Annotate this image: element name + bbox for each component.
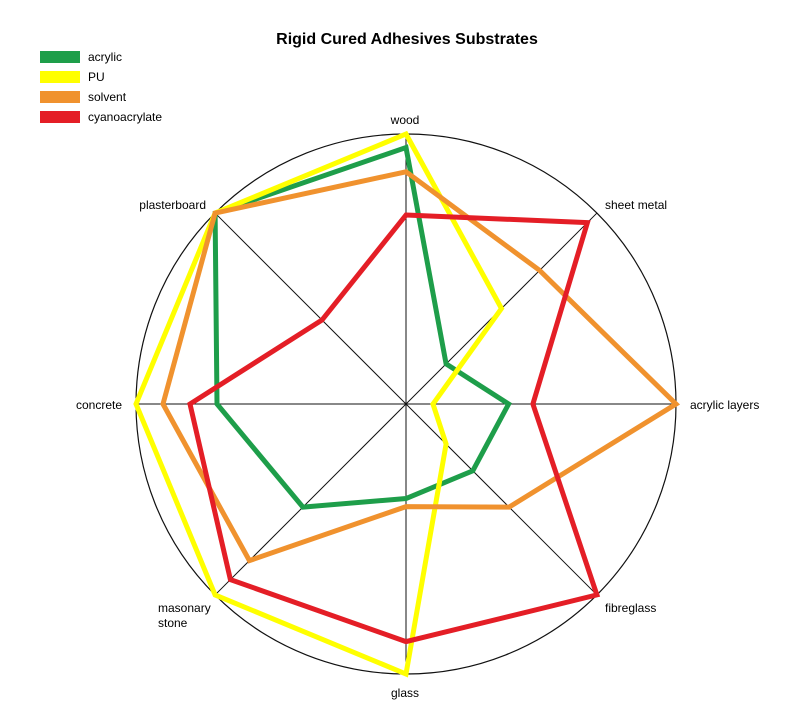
axis-label-wood: wood [390,113,420,127]
legend-swatch-cyanoacrylate [40,111,80,123]
spoke-masonary-stone [214,403,407,596]
legend-label-cyanoacrylate: cyanoacrylate [88,110,162,124]
series-layer [133,130,681,678]
axis-label-masonary-stone: masonary stone [158,601,211,630]
legend-label-acrylic: acrylic [88,50,122,64]
axis-label-fibreglass: fibreglass [605,601,656,615]
axis-label-glass: glass [391,686,419,700]
legend-label-solvent: solvent [88,90,127,104]
spoke-plasterboard [214,212,407,405]
legend-swatch-pu [40,71,80,83]
axis-label-acrylic-layers: acrylic layers [690,398,759,412]
axis-labels: wood sheet metal acrylic layers fibreglass g… [76,113,759,700]
legend-swatch-acrylic [40,51,80,63]
series-acrylic [212,144,512,510]
axis-label-sheet-metal: sheet metal [605,198,667,212]
legend-label-pu: PU [88,70,105,84]
spoke-fibreglass [405,403,598,596]
legend: acrylic PU solvent cyanoacrylate [40,50,162,124]
chart-title: Rigid Cured Adhesives Substrates [276,31,538,48]
legend-swatch-solvent [40,91,80,103]
series-pu [133,130,505,678]
series-cyanoacrylate [187,212,601,645]
series-solvent [160,169,681,564]
axis-label-concrete: concrete [76,398,122,412]
axis-label-plasterboard: plasterboard [139,198,206,212]
